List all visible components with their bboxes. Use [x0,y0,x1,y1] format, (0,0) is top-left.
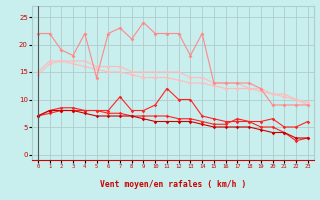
X-axis label: Vent moyen/en rafales ( km/h ): Vent moyen/en rafales ( km/h ) [100,180,246,189]
